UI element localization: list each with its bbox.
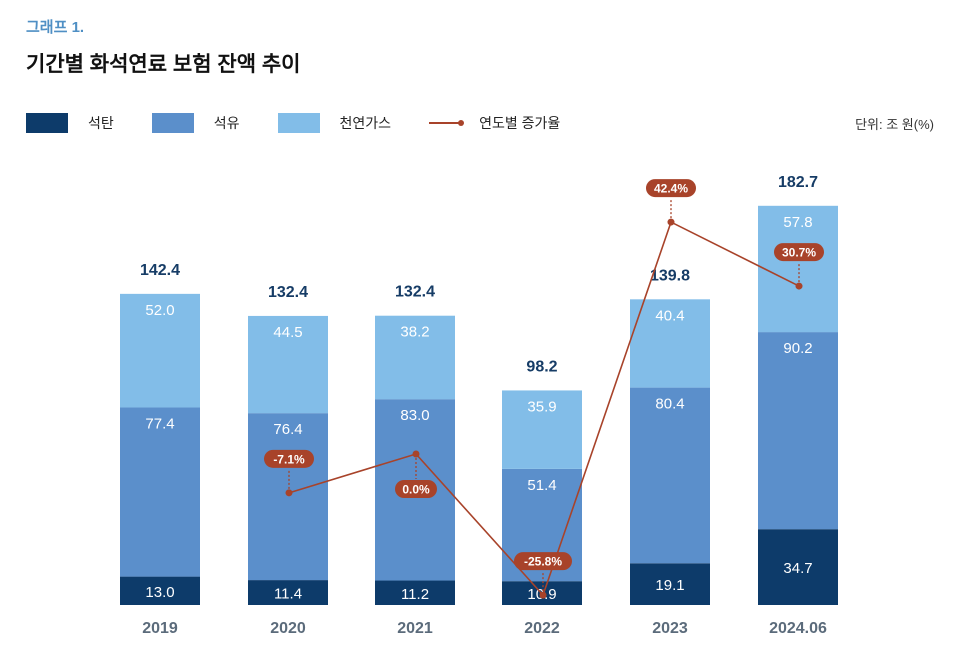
segment-value-label: 13.0 <box>145 584 174 601</box>
segment-value-label: 76.4 <box>273 421 302 438</box>
bar-segment <box>502 390 582 469</box>
year-label: 2022 <box>524 620 560 637</box>
bar-segment <box>758 529 838 605</box>
legend: 석탄 석유 천연가스 연도별 증가율 <box>26 113 598 133</box>
legend-label-coal: 석탄 <box>88 115 114 131</box>
legend-swatch-coal <box>26 113 68 133</box>
total-label: 132.4 <box>395 284 435 301</box>
growth-label-pill <box>395 480 437 498</box>
segment-value-label: 38.2 <box>400 324 429 341</box>
total-label: 142.4 <box>140 262 180 279</box>
growth-label-pill <box>646 179 696 198</box>
segment-value-label: 83.0 <box>400 407 429 424</box>
growth-point <box>667 218 675 226</box>
segment-value-label: 90.2 <box>783 340 812 357</box>
legend-label-growth: 연도별 증가율 <box>479 115 561 131</box>
segment-value-label: 80.4 <box>655 396 684 413</box>
growth-point <box>795 282 803 290</box>
bar-segment <box>758 332 838 530</box>
bar-segment <box>758 205 838 333</box>
segment-value-label: 51.4 <box>527 477 556 494</box>
growth-label: -7.1% <box>273 452 305 466</box>
legend-swatch-oil <box>151 113 194 133</box>
bar-segment <box>630 563 710 605</box>
segment-value-label: 11.2 <box>401 586 429 603</box>
total-label: 139.8 <box>650 267 690 284</box>
bar-segment <box>248 413 328 581</box>
segment-value-label: 19.1 <box>655 577 684 594</box>
growth-label: 30.7% <box>782 246 816 260</box>
growth-label-pill <box>514 552 572 571</box>
bar-segment <box>248 315 328 414</box>
legend-oil: 석유 <box>151 113 240 133</box>
legend-gas: 천연가스 <box>277 113 392 133</box>
legend-label-oil: 석유 <box>213 115 240 131</box>
segment-value-label: 34.7 <box>783 560 812 577</box>
segment-value-label: 44.5 <box>273 324 302 341</box>
growth-label: -25.8% <box>524 555 562 569</box>
growth-point <box>285 489 293 497</box>
growth-label: 0.0% <box>402 483 430 497</box>
bar-segment <box>120 293 200 408</box>
segment-value-label: 52.0 <box>145 302 174 319</box>
segment-value-label: 57.8 <box>783 214 812 231</box>
year-label: 2024.06 <box>769 620 827 637</box>
legend-line-icon <box>429 120 465 126</box>
growth-label: 42.4% <box>654 182 688 196</box>
bar-segment <box>375 315 455 400</box>
growth-point <box>539 591 547 599</box>
bar-segment <box>630 299 710 388</box>
segment-value-label: 40.4 <box>655 307 684 324</box>
figure-number: 그래프 1. <box>26 19 85 36</box>
year-label: 2020 <box>270 620 306 637</box>
year-label: 2021 <box>397 620 433 637</box>
segment-value-label: 77.4 <box>145 415 174 432</box>
legend-swatch-gas <box>277 113 320 133</box>
year-label: 2019 <box>142 620 178 637</box>
unit-label: 단위: 조 원(%) <box>855 117 934 132</box>
legend-label-gas: 천연가스 <box>339 115 392 131</box>
bar-segment <box>375 580 455 605</box>
year-label: 2023 <box>652 620 688 637</box>
chart-title: 기간별 화석연료 보험 잔액 추이 <box>26 53 301 76</box>
growth-label-pill <box>264 449 314 468</box>
bar-segment <box>120 576 200 605</box>
bar-segment <box>120 407 200 577</box>
total-label: 98.2 <box>526 358 557 375</box>
growth-point <box>412 450 420 458</box>
growth-label-pill <box>774 243 824 262</box>
bar-segment <box>248 580 328 605</box>
segment-value-label: 35.9 <box>527 398 556 415</box>
legend-coal: 석탄 <box>26 113 114 133</box>
total-label: 182.7 <box>778 174 818 191</box>
segment-value-label: 11.4 <box>274 586 302 603</box>
legend-growth: 연도별 증가율 <box>429 113 560 133</box>
bar-segment <box>630 387 710 564</box>
total-label: 132.4 <box>268 284 308 301</box>
